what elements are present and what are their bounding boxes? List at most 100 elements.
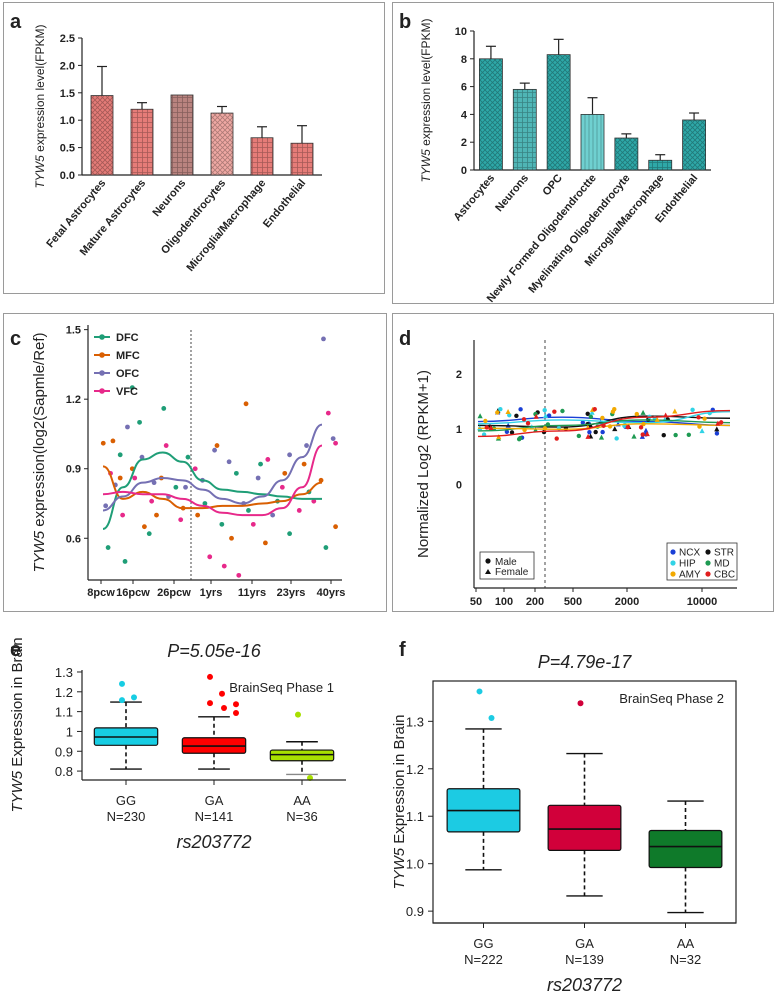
panel-d-point-female <box>542 412 549 418</box>
panel-d-point-female <box>585 433 591 439</box>
panel-d-point-female <box>699 428 705 434</box>
chart-panel-e: P=5.05e-16 0.8 0.9 1 1.1 1.2 1.3 TYW5 Expressio… <box>9 637 346 852</box>
panel-b-bar <box>682 119 706 171</box>
panel-e-title: P=5.05e-16 <box>167 641 262 661</box>
panel-e-outlier <box>119 680 125 687</box>
panel-d-point-male <box>498 406 503 412</box>
panel-c-point-vfc <box>132 475 138 481</box>
panel-f-category-label: GA <box>575 936 594 951</box>
panel-c-point-vfc <box>279 484 285 490</box>
panel-label-c: c <box>10 328 21 350</box>
panel-d-point-male <box>521 417 527 422</box>
panel-c-legend-marker <box>99 370 105 376</box>
panel-d-point-male <box>560 408 565 414</box>
panel-d-xtick-label: 100 <box>495 596 513 608</box>
panel-e-outlier <box>295 711 301 718</box>
panel-e-xlabel: rs203772 <box>176 832 251 852</box>
panel-f-count-label: N=139 <box>565 952 604 967</box>
panel-c-point-mfc <box>282 470 288 476</box>
panel-e-category-label: AA <box>293 793 311 808</box>
panel-c-point-ofc <box>321 336 326 342</box>
panel-a-ytick-label: 1.5 <box>60 88 75 100</box>
panel-d-trend-line <box>477 410 731 425</box>
panel-c-point-mfc <box>243 401 249 407</box>
panel-d-point-male <box>593 429 598 435</box>
panel-a-bar <box>170 94 194 176</box>
panel-e-outlier <box>119 697 125 704</box>
panel-d-point-male <box>600 429 605 435</box>
panel-c-legend-label: VFC <box>116 386 138 398</box>
panel-c-point-vfc <box>149 498 155 504</box>
panel-d-point-female <box>589 409 595 415</box>
panel-b-bar <box>512 88 537 171</box>
panel-d-point-male <box>612 406 617 412</box>
panel-d-legend-marker <box>670 571 676 577</box>
panel-d-legend-label: MD <box>714 559 730 570</box>
panel-c-ylabel-text: expression(log2(Sapmle/Ref) <box>31 332 48 530</box>
panel-d-legend-label: NCX <box>679 548 700 559</box>
panel-d-point-male <box>640 432 645 437</box>
panel-d-point-male <box>587 429 592 435</box>
panel-d-point-female <box>496 434 502 440</box>
panel-d-legend-label: HIP <box>679 559 696 570</box>
panel-e-ytick-label: 1.3 <box>55 665 73 680</box>
panel-c-point-vfc <box>207 554 213 560</box>
panel-c-point-vfc <box>325 410 331 416</box>
panel-a-bar <box>90 95 114 176</box>
panel-d-ytick-label: 0 <box>456 479 462 491</box>
panel-c-point-ofc <box>255 475 261 481</box>
panel-f-ylabel: TYW5 Expression in Brain <box>391 714 408 889</box>
panel-c-xtick-label: 26pcw <box>157 587 191 599</box>
panel-c-point-vfc <box>333 440 338 446</box>
panel-c-ytick-label: 0.6 <box>66 533 81 545</box>
panel-c-point-ofc <box>304 443 309 448</box>
panel-a-category-label: Neurons <box>150 177 188 219</box>
panel-e-ylabel-text: Expression in Brain <box>9 637 26 770</box>
panel-c-point-ofc <box>287 452 292 458</box>
panel-d-point-female <box>672 408 678 414</box>
panel-d-legend-label: CBC <box>714 570 735 581</box>
panel-b-ytick-label: 4 <box>461 109 468 121</box>
panel-e-outlier <box>207 700 213 707</box>
panel-d-ylabel: Normalized Log2 (RPKM+1) <box>415 370 432 558</box>
panel-c-point-dfc <box>323 545 329 550</box>
panel-c-point-ofc <box>183 484 188 490</box>
panel-c-point-dfc <box>185 454 191 460</box>
panel-c-point-vfc <box>265 457 271 462</box>
panel-c-point-mfc <box>154 512 159 518</box>
panel-b-ytick-label: 2 <box>461 137 467 149</box>
panel-c-point-mfc <box>195 512 201 518</box>
panel-e-outlier <box>221 705 227 712</box>
panel-e-count-label: N=230 <box>107 809 146 824</box>
panel-c-point-dfc <box>202 501 208 506</box>
panel-d-point-male <box>495 410 500 415</box>
panel-a-category-label: Microglia/Macrophage <box>184 177 268 274</box>
panel-f-xlabel: rs203772 <box>547 975 622 992</box>
panel-d-point-male <box>686 432 692 437</box>
panel-a-ylabel: TYW5 expression level(FPKM) <box>33 24 47 188</box>
panel-d-legend-female: Female <box>495 567 529 578</box>
panel-c-point-dfc <box>129 385 135 390</box>
panel-a-bar <box>290 142 314 176</box>
panel-d-point-male <box>625 425 631 430</box>
panel-label-b: b <box>399 11 411 33</box>
chart-panel-d: 0 1 2 50 100 200 500 2000 10000 Normalized Log2 (… <box>415 340 738 608</box>
panel-d-point-male <box>588 414 594 420</box>
panel-a-category-label: Endothelial <box>261 177 308 230</box>
panel-b-ytick-label: 10 <box>455 26 467 38</box>
panel-d-point-female <box>643 427 649 433</box>
panel-d-xtick-label: 2000 <box>615 596 639 608</box>
panel-c-point-vfc <box>250 521 256 527</box>
panel-f-ytick-label: 1.1 <box>406 809 424 824</box>
panel-c-point-ofc <box>103 503 109 509</box>
panel-c-point-mfc <box>229 535 234 541</box>
panel-c-point-ofc <box>212 447 217 453</box>
panel-e-ytick-label: 1 <box>66 724 73 739</box>
panel-c-point-dfc <box>122 559 128 564</box>
panel-d-shape-legend-box <box>479 551 535 580</box>
chart-panel-a: 0.0 0.5 1.0 1.5 2.0 2.5 TYW5 expression level(… <box>33 24 322 274</box>
panel-e-ytick-label: 0.8 <box>55 764 73 779</box>
panel-c-point-vfc <box>221 563 227 569</box>
panel-e-ylabel: TYW5 Expression in Brain <box>9 637 26 812</box>
